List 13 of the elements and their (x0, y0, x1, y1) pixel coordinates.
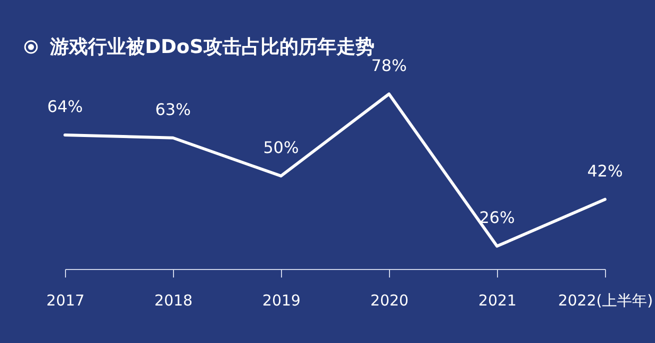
data-label: 50% (263, 138, 299, 157)
x-tick-label: 2019 (262, 292, 301, 310)
data-label: 64% (47, 96, 83, 116)
chart-title: 游戏行业被DDoS攻击占比的历年走势 (50, 35, 374, 59)
x-tick-label: 2017 (46, 292, 85, 310)
data-label: 78% (371, 56, 407, 75)
data-label: 42% (587, 161, 623, 180)
x-tick-label: 2021 (478, 292, 517, 310)
x-tick-label: 2018 (154, 292, 193, 310)
x-tick-label: 2022(上半年) (558, 292, 653, 310)
data-label: 26% (479, 208, 515, 228)
data-label: 63% (155, 100, 191, 119)
x-tick-label: 2020 (370, 292, 409, 310)
